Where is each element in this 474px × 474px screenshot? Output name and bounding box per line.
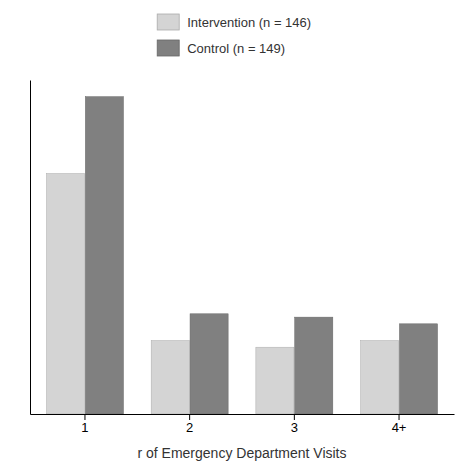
legend: Intervention (n = 146) Control (n = 149) (157, 14, 311, 56)
plot: 1 2 3 4+ (31, 81, 455, 436)
x-tick: 4+ (392, 414, 407, 435)
x-tick-mark (294, 414, 295, 420)
x-tick: 1 (81, 414, 88, 435)
chart: 1 2 3 4+ r of Emergency Department Visits Int… (0, 0, 474, 474)
x-tick-label: 2 (186, 420, 193, 435)
bar-series (85, 97, 437, 414)
x-tick-mark (189, 414, 190, 420)
bar (190, 314, 228, 414)
bar (361, 341, 399, 414)
bar (151, 341, 189, 414)
legend-label: Control (n = 149) (187, 41, 285, 56)
bar (295, 317, 333, 414)
x-axis-label: r of Emergency Department Visits (137, 445, 346, 461)
bar (85, 97, 123, 414)
legend-swatch (157, 14, 179, 30)
y-axis-line (30, 81, 31, 415)
legend-label: Intervention (n = 146) (187, 15, 311, 30)
bar (46, 174, 84, 414)
x-tick: 2 (186, 414, 193, 435)
x-tick-label: 1 (81, 420, 88, 435)
x-tick: 3 (291, 414, 298, 435)
legend-swatch (157, 40, 179, 56)
legend-item: Control (n = 149) (157, 40, 285, 56)
y-axis (30, 81, 31, 415)
legend-item: Intervention (n = 146) (157, 14, 311, 30)
x-tick-label: 3 (291, 420, 298, 435)
x-tick-label: 4+ (392, 420, 407, 435)
bar (256, 347, 294, 414)
x-tick-mark (84, 414, 85, 420)
bars (46, 97, 437, 414)
bar (399, 324, 437, 414)
x-tick-mark (399, 414, 400, 420)
x-axis-line (31, 414, 455, 415)
x-axis: 1 2 3 4+ (31, 414, 455, 435)
